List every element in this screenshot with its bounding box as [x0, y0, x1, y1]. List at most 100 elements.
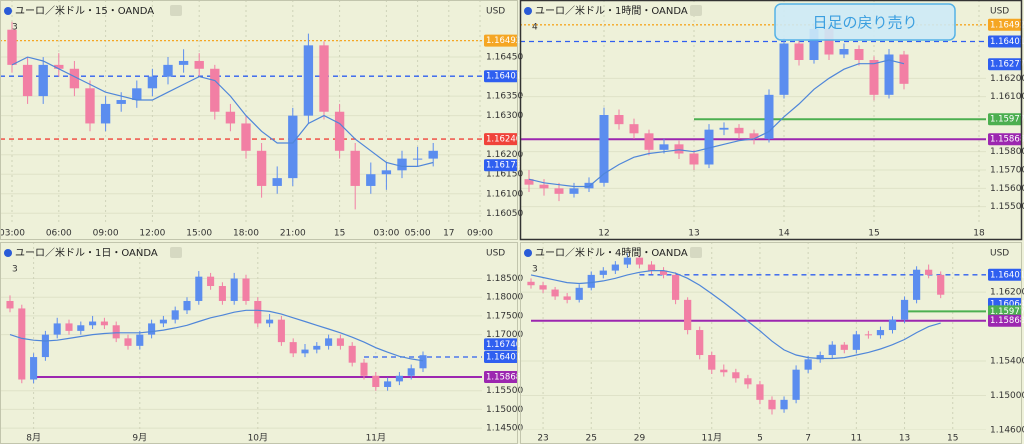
candle-body	[839, 49, 849, 55]
candle-body	[241, 123, 251, 151]
price-label: 1.16401	[990, 37, 1024, 47]
candle-body	[85, 88, 95, 124]
x-tick-label: 15:00	[186, 229, 212, 239]
price-label: 1.16492	[486, 36, 521, 46]
candle-body	[112, 325, 120, 339]
candle-body	[876, 330, 885, 336]
candle-body	[659, 270, 668, 275]
candle-body	[7, 29, 17, 65]
candle-body	[551, 289, 559, 297]
x-tick-label: 5	[757, 434, 763, 444]
x-tick-label: 8月	[26, 433, 41, 444]
candle-body	[100, 103, 111, 124]
chart-title: ユーロ／米ドル・4時間・OANDA	[535, 246, 688, 259]
x-tick-label: 11月	[702, 433, 722, 444]
candle-body	[65, 323, 73, 331]
candle-body	[148, 323, 156, 335]
candle-body	[207, 276, 215, 287]
price-label: 1.15977	[990, 115, 1024, 125]
price-label-bg	[988, 58, 1022, 71]
candle-body	[599, 115, 609, 183]
candle-body	[195, 276, 203, 301]
candle-body	[428, 150, 438, 159]
candle-body	[124, 338, 132, 346]
x-tick-label: 14	[778, 229, 790, 239]
candle-body	[366, 174, 376, 186]
candle-body	[840, 344, 848, 350]
currency: USD	[486, 7, 505, 17]
symbol-icon	[4, 7, 12, 15]
y-tick-label: 1.15700	[990, 166, 1024, 176]
price-label-bg	[988, 35, 1022, 48]
candle-body	[704, 129, 714, 165]
candle-body	[584, 182, 594, 189]
y-tick-label: 1.16150	[486, 170, 523, 180]
candle-body	[720, 369, 728, 373]
y-tick-label: 1.15000	[990, 391, 1024, 401]
price-label: 1.16740	[486, 340, 521, 350]
candle-body	[635, 257, 644, 265]
panel: 23 25 29 11月 5 7 11 13 15 USD 1.14600 1.15000 1.1540…	[520, 242, 1024, 444]
moving-average	[530, 270, 941, 360]
candle-body	[864, 334, 873, 336]
candle-body	[303, 45, 314, 116]
price-label: 1.16492	[990, 20, 1024, 30]
indicator-count: 4	[532, 23, 538, 33]
candle-body	[644, 133, 654, 150]
price-label-bg	[484, 70, 518, 83]
chart-title: ユーロ／米ドル・1日・OANDA	[15, 246, 158, 259]
candle-body	[623, 257, 632, 265]
indicator-count: 3	[12, 23, 18, 33]
candle-body	[611, 264, 619, 271]
candle-body	[816, 355, 824, 360]
candle-body	[171, 310, 179, 320]
x-tick-label: 9月	[132, 433, 147, 444]
candle-body	[888, 319, 897, 331]
plot-area	[0, 242, 482, 430]
candle-body	[689, 153, 699, 165]
candle-body	[599, 270, 607, 275]
panel-border	[519, 0, 1023, 241]
candle-body	[301, 349, 309, 354]
y-tick-label: 1.15000	[486, 405, 523, 415]
x-tick-label: 06:00	[46, 229, 72, 239]
plot-area	[520, 0, 986, 225]
candle-body	[659, 144, 669, 150]
candle-body	[116, 100, 126, 104]
currency: USD	[990, 249, 1009, 259]
visibility-toggle	[690, 247, 702, 258]
indicator-count: 3	[532, 265, 538, 275]
moving-average	[9, 309, 424, 362]
candle-body	[136, 334, 144, 346]
symbol-icon	[4, 249, 12, 257]
candle-body	[749, 133, 759, 139]
price-label: 1.15868	[990, 316, 1024, 326]
price-label-bg	[484, 370, 518, 383]
candle-body	[804, 359, 812, 370]
candle-body	[225, 111, 236, 124]
candle-body	[89, 321, 97, 326]
candle-body	[884, 54, 894, 95]
x-tick-label: 18:00	[233, 229, 259, 239]
candle-body	[744, 378, 752, 385]
price-label: 1.15868	[990, 135, 1024, 145]
candle-body	[334, 111, 345, 151]
panel: 03:00 06:00 09:00 12:00 15:00 18:00 21:00 15 03:…	[0, 0, 523, 240]
candle-body	[732, 372, 740, 379]
x-tick-label: 7	[805, 434, 811, 444]
chart-title: ユーロ／米ドル・15・OANDA	[15, 4, 154, 17]
price-label-bg	[484, 338, 518, 351]
candle-body	[764, 94, 774, 139]
visibility-toggle	[690, 5, 702, 16]
candle-body	[768, 399, 776, 410]
price-label: 1.16401	[990, 270, 1024, 280]
candle-body	[527, 281, 535, 286]
candle-body	[779, 43, 789, 95]
panel: 8月 9月 10月 11月 USD 1.14500 1.15000 1.15500 1.1700…	[0, 242, 523, 444]
x-tick-label: 12:00	[139, 229, 165, 239]
price-label: 1.16401	[486, 72, 521, 82]
y-tick-label: 1.16200	[990, 288, 1024, 298]
candle-body	[256, 150, 267, 186]
x-tick-label: 18	[973, 229, 985, 239]
